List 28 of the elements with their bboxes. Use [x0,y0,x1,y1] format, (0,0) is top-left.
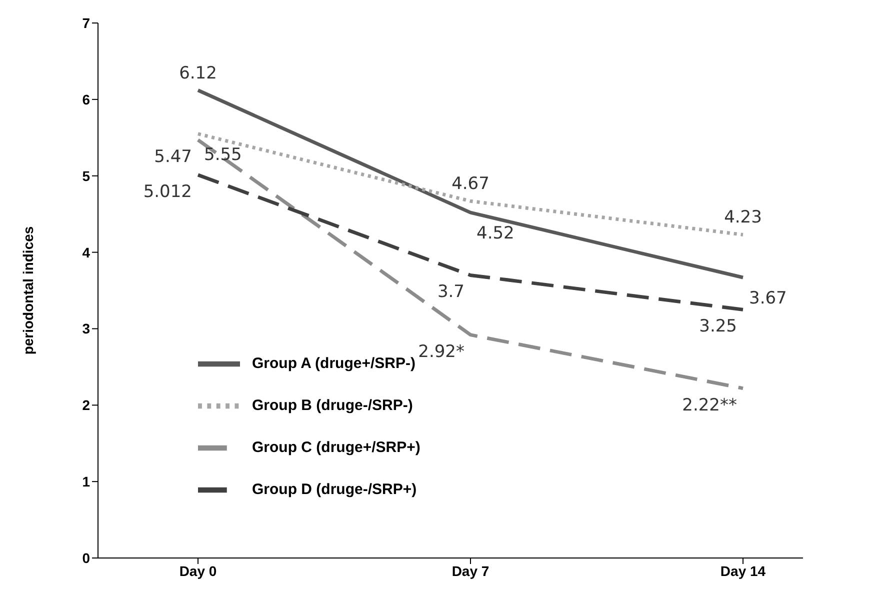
data-label: 4.23 [724,208,762,228]
data-label: 4.67 [452,174,490,194]
y-tick-label: 5 [82,168,90,184]
y-tick-label: 4 [82,244,90,260]
data-label: 3.67 [749,288,787,309]
legend-label: Group A (druge+/SRP-) [252,354,416,372]
data-label: 5.55 [204,144,242,165]
y-tick-label: 0 [82,550,90,566]
y-tick-label: 6 [82,91,90,108]
data-label: 5.47 [154,146,192,167]
data-label: 2.92* [418,342,464,362]
legend-label: Group C (druge+/SRP+) [252,438,420,456]
data-label: 3.25 [699,316,737,337]
x-tick-label: Day 7 [452,562,490,579]
x-tick-label: Day 0 [179,562,217,579]
data-label: 3.7 [437,282,464,302]
y-tick-label: 2 [82,397,90,414]
x-tick-label: Day 14 [720,562,766,579]
y-tick-label: 7 [82,14,90,31]
y-tick-label: 1 [82,474,90,490]
legend-label: Group B (druge-/SRP-) [252,396,413,414]
data-label: 6.12 [179,63,217,84]
data-label: 2.22** [682,395,737,416]
legend-label: Group D (druge-/SRP+) [252,480,417,498]
y-tick-label: 3 [82,320,90,337]
data-label: 5.012 [143,182,192,202]
data-label: 4.52 [476,224,514,244]
y-axis-title: periodontal indices [20,226,36,355]
